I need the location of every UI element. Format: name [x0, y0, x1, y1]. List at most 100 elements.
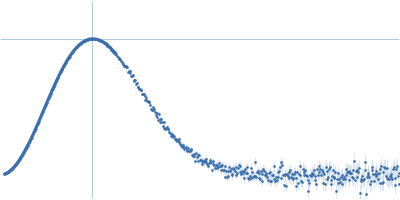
Point [61, 64, 67, 67]
Point [43, 102, 50, 105]
Point [2, 172, 9, 175]
Point [78, 41, 84, 45]
Point [28, 138, 34, 141]
Point [56, 73, 62, 77]
Point [85, 38, 92, 41]
Point [84, 38, 90, 41]
Point [46, 94, 53, 97]
Point [2, 173, 8, 176]
Point [55, 75, 62, 78]
Point [73, 47, 79, 50]
Point [74, 46, 80, 49]
Point [16, 159, 22, 162]
Point [38, 115, 44, 118]
Point [72, 48, 78, 51]
Point [83, 39, 89, 42]
Point [36, 118, 43, 121]
Point [19, 154, 25, 158]
Point [21, 150, 28, 153]
Point [67, 54, 74, 57]
Point [53, 80, 59, 83]
Point [34, 124, 40, 127]
Point [83, 39, 89, 42]
Point [52, 82, 58, 85]
Point [94, 38, 100, 41]
Point [65, 57, 71, 61]
Point [42, 105, 48, 108]
Point [77, 43, 83, 46]
Point [58, 69, 65, 72]
Point [35, 122, 41, 125]
Point [24, 146, 30, 149]
Point [7, 169, 14, 173]
Point [29, 134, 36, 138]
Point [88, 37, 94, 40]
Point [39, 113, 45, 116]
Point [79, 41, 85, 44]
Point [21, 150, 28, 153]
Point [55, 75, 62, 78]
Point [82, 39, 88, 42]
Point [28, 136, 35, 139]
Point [56, 73, 62, 77]
Point [69, 52, 75, 55]
Point [37, 116, 44, 120]
Point [12, 165, 18, 168]
Point [96, 38, 102, 42]
Point [31, 131, 37, 134]
Point [53, 80, 59, 83]
Point [71, 49, 78, 52]
Point [46, 96, 52, 99]
Point [35, 122, 41, 125]
Point [50, 85, 57, 88]
Point [11, 165, 17, 169]
Point [80, 40, 86, 44]
Point [74, 46, 80, 49]
Point [24, 144, 31, 147]
Point [76, 43, 82, 47]
Point [68, 53, 74, 56]
Point [81, 39, 88, 43]
Point [33, 126, 40, 129]
Point [58, 69, 65, 72]
Point [40, 109, 47, 112]
Point [57, 72, 63, 75]
Point [80, 40, 87, 43]
Point [79, 41, 85, 44]
Point [64, 59, 70, 62]
Point [14, 162, 20, 165]
Point [77, 43, 83, 46]
Point [65, 57, 71, 61]
Point [75, 44, 82, 47]
Point [88, 37, 94, 40]
Point [74, 45, 81, 48]
Point [48, 91, 54, 94]
Point [29, 134, 36, 138]
Point [78, 42, 84, 45]
Point [24, 146, 30, 149]
Point [22, 149, 28, 152]
Point [61, 64, 67, 67]
Point [43, 103, 49, 107]
Point [76, 43, 82, 47]
Point [54, 77, 61, 80]
Point [62, 61, 69, 65]
Point [45, 98, 51, 101]
Point [39, 113, 45, 116]
Point [17, 157, 24, 160]
Point [70, 49, 77, 53]
Point [85, 38, 92, 41]
Point [69, 52, 75, 55]
Point [96, 38, 102, 42]
Point [5, 171, 11, 174]
Point [92, 37, 98, 41]
Point [73, 47, 79, 50]
Point [78, 42, 84, 45]
Point [46, 94, 53, 97]
Point [63, 60, 70, 63]
Point [48, 91, 54, 94]
Point [43, 103, 49, 107]
Point [95, 38, 101, 41]
Point [62, 61, 69, 65]
Point [74, 45, 81, 48]
